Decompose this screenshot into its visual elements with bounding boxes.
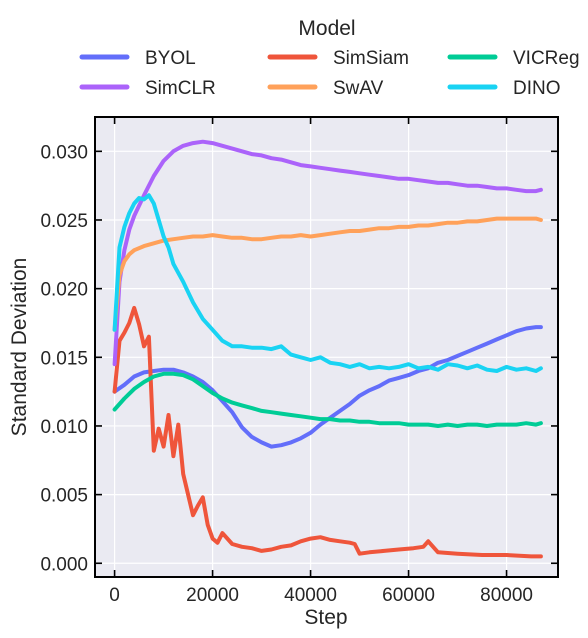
y-tick-label: 0.025 — [40, 211, 88, 232]
x-tick-label: 80000 — [480, 585, 533, 606]
legend-title: Model — [298, 17, 355, 40]
legend-label-simsiam: SimSiam — [333, 48, 409, 69]
legend-label-vicreg: VICReg — [513, 48, 580, 69]
x-tick-label: 40000 — [284, 585, 337, 606]
series-line-vicreg — [112, 371, 543, 428]
x-tick-label: 60000 — [382, 585, 435, 606]
legend-label-simclr: SimCLR — [145, 78, 216, 99]
x-tick-label: 20000 — [186, 585, 239, 606]
y-tick-label: 0.005 — [40, 486, 88, 507]
y-tick-label: 0.020 — [40, 280, 88, 301]
x-tick-label: 0 — [109, 585, 120, 606]
legend-label-swav: SwAV — [333, 78, 384, 99]
y-axis-title: Standard Deviation — [8, 258, 31, 437]
legend: Model BYOL SimSiam VICReg SimCLR SwAV DINO — [79, 17, 580, 99]
legend-label-dino: DINO — [513, 78, 561, 99]
series-line-dino — [112, 193, 543, 373]
plot-frame — [94, 116, 559, 578]
x-axis-title: Step — [304, 606, 347, 629]
series-line-swav — [112, 216, 543, 332]
grid — [95, 117, 558, 577]
y-tick-label: 0.030 — [40, 142, 88, 163]
legend-label-byol: BYOL — [145, 48, 196, 69]
y-tick-label: 0.000 — [40, 554, 88, 575]
series-lines — [112, 139, 543, 559]
y-tick-label: 0.010 — [40, 417, 88, 438]
series-line-simclr — [112, 139, 543, 367]
axis-ticks: 0 20000 40000 60000 80000 0.000 0.005 0.010 0.01… — [40, 117, 558, 606]
y-tick-label: 0.015 — [40, 348, 88, 369]
series-line-simsiam — [112, 305, 543, 559]
